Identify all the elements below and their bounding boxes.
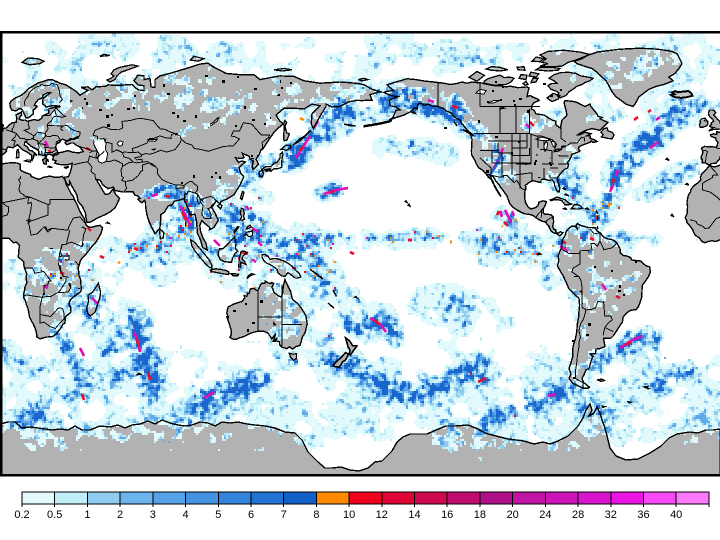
svg-text:8: 8 [313,509,319,521]
svg-text:18: 18 [474,509,486,521]
svg-text:32: 32 [605,509,617,521]
svg-text:4: 4 [183,509,189,521]
svg-text:14: 14 [408,509,420,521]
svg-text:2: 2 [117,509,123,521]
svg-text:40: 40 [670,509,682,521]
svg-text:1: 1 [84,509,90,521]
svg-text:3: 3 [150,509,156,521]
svg-text:0.5: 0.5 [47,509,62,521]
svg-text:24: 24 [539,509,551,521]
svg-text:12: 12 [376,509,388,521]
svg-text:16: 16 [441,509,453,521]
svg-text:7: 7 [281,509,287,521]
svg-text:10: 10 [343,509,355,521]
svg-text:0.2: 0.2 [14,509,29,521]
svg-text:5: 5 [215,509,221,521]
svg-text:28: 28 [572,509,584,521]
svg-text:36: 36 [637,509,649,521]
svg-text:20: 20 [507,509,519,521]
svg-text:6: 6 [248,509,254,521]
